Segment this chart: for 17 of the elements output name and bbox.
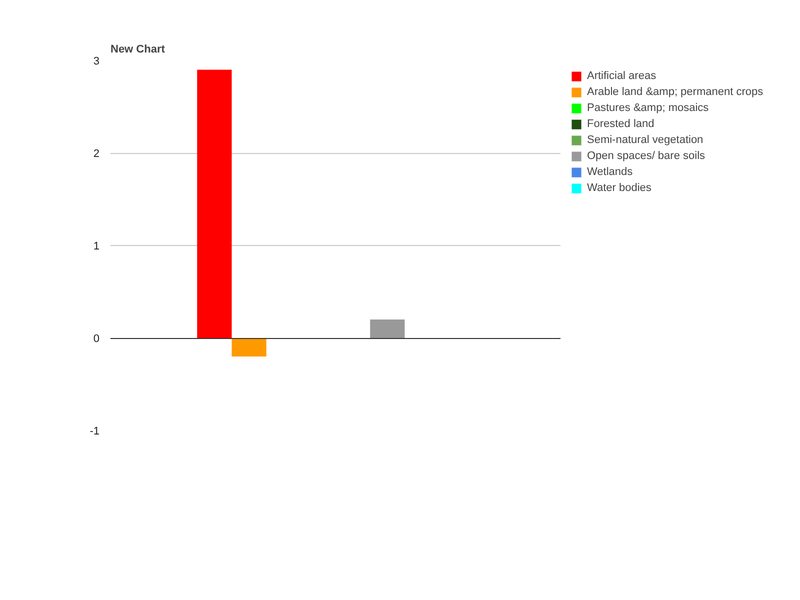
bar xyxy=(232,338,266,356)
y-tick-label: 1 xyxy=(93,240,100,252)
chart-title: New Chart xyxy=(110,44,166,56)
legend-label: Water bodies xyxy=(587,182,652,194)
bar xyxy=(197,70,232,338)
y-tick-label: 2 xyxy=(93,148,100,160)
bar xyxy=(370,320,405,338)
y-tick-label: -1 xyxy=(90,426,100,438)
legend-label: Open spaces/ bare soils xyxy=(587,150,706,162)
legend-label: Pastures &amp; mosaics xyxy=(587,102,709,114)
y-tick-label: 3 xyxy=(93,56,100,68)
legend-label: Forested land xyxy=(587,118,654,130)
legend-label: Arable land &amp; permanent crops xyxy=(587,86,764,98)
y-tick-label: 0 xyxy=(93,333,100,345)
legend-label: Wetlands xyxy=(587,166,633,178)
legend-label: Semi-natural vegetation xyxy=(587,134,704,146)
legend-label: Artificial areas xyxy=(587,70,656,82)
